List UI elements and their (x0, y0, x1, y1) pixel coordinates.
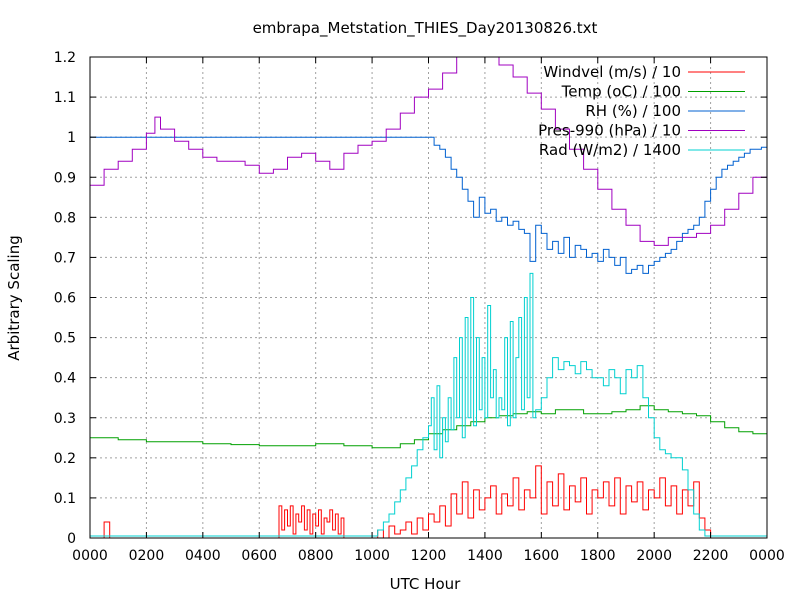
y-tick-label: 0 (67, 531, 76, 547)
y-tick-label: 0.9 (54, 170, 76, 186)
x-tick-label: 1400 (467, 548, 503, 564)
y-axis-title: Arbitrary Scaling (5, 235, 23, 361)
series-lines (90, 57, 767, 538)
y-tick-label: 0.2 (54, 451, 76, 467)
x-tick-label: 2200 (693, 548, 729, 564)
x-tick-label: 0000 (72, 548, 108, 564)
y-tick-label: 1.1 (54, 90, 76, 106)
y-tick-label: 0.8 (54, 210, 76, 226)
x-tick-label: 2000 (636, 548, 672, 564)
x-tick-label: 1800 (580, 548, 616, 564)
axis-ticks (89, 56, 768, 539)
legend-label: RH (%) / 100 (585, 102, 681, 120)
y-tick-label: 0.1 (54, 491, 76, 507)
y-tick-label: 0.6 (54, 291, 76, 307)
y-tick-label: 0.3 (54, 411, 76, 427)
y-tick-labels: 0 0.1 0.2 0.3 0.4 0.5 0.6 0.7 0.8 0.9 1 1.1 1.2 (54, 50, 76, 547)
x-tick-label: 0600 (241, 548, 277, 564)
x-tick-label: 0200 (129, 548, 165, 564)
y-tick-label: 1 (67, 130, 76, 146)
x-tick-label: 0800 (298, 548, 334, 564)
series-line-0 (90, 465, 767, 538)
y-tick-label: 1.2 (54, 50, 76, 66)
series-line-1 (90, 405, 767, 449)
x-tick-label: 0400 (185, 548, 221, 564)
legend-label: Temp (oC) / 100 (561, 83, 681, 101)
y-tick-label: 0.5 (54, 331, 76, 347)
x-tick-label: 1600 (524, 548, 560, 564)
x-tick-label: 1000 (354, 548, 390, 564)
y-tick-label: 0.4 (54, 371, 76, 387)
x-axis-title: UTC Hour (390, 575, 461, 593)
chart-title: embrapa_Metstation_THIES_Day20130826.txt (253, 19, 598, 38)
series-line-3 (90, 57, 767, 246)
series-line-2 (90, 136, 767, 274)
x-tick-label: 0000 (749, 548, 785, 564)
legend-label: Rad (W/m2) / 1400 (539, 141, 681, 159)
x-tick-label: 1200 (411, 548, 447, 564)
y-tick-label: 0.7 (54, 250, 76, 266)
series-line-4 (90, 272, 767, 537)
legend-label: Windvel (m/s) / 10 (543, 63, 681, 81)
legend-label: Pres-990 (hPa) / 10 (538, 122, 681, 140)
x-tick-labels: 0000 0200 0400 0600 0800 1000 1200 1400 1600 1800… (72, 548, 785, 564)
